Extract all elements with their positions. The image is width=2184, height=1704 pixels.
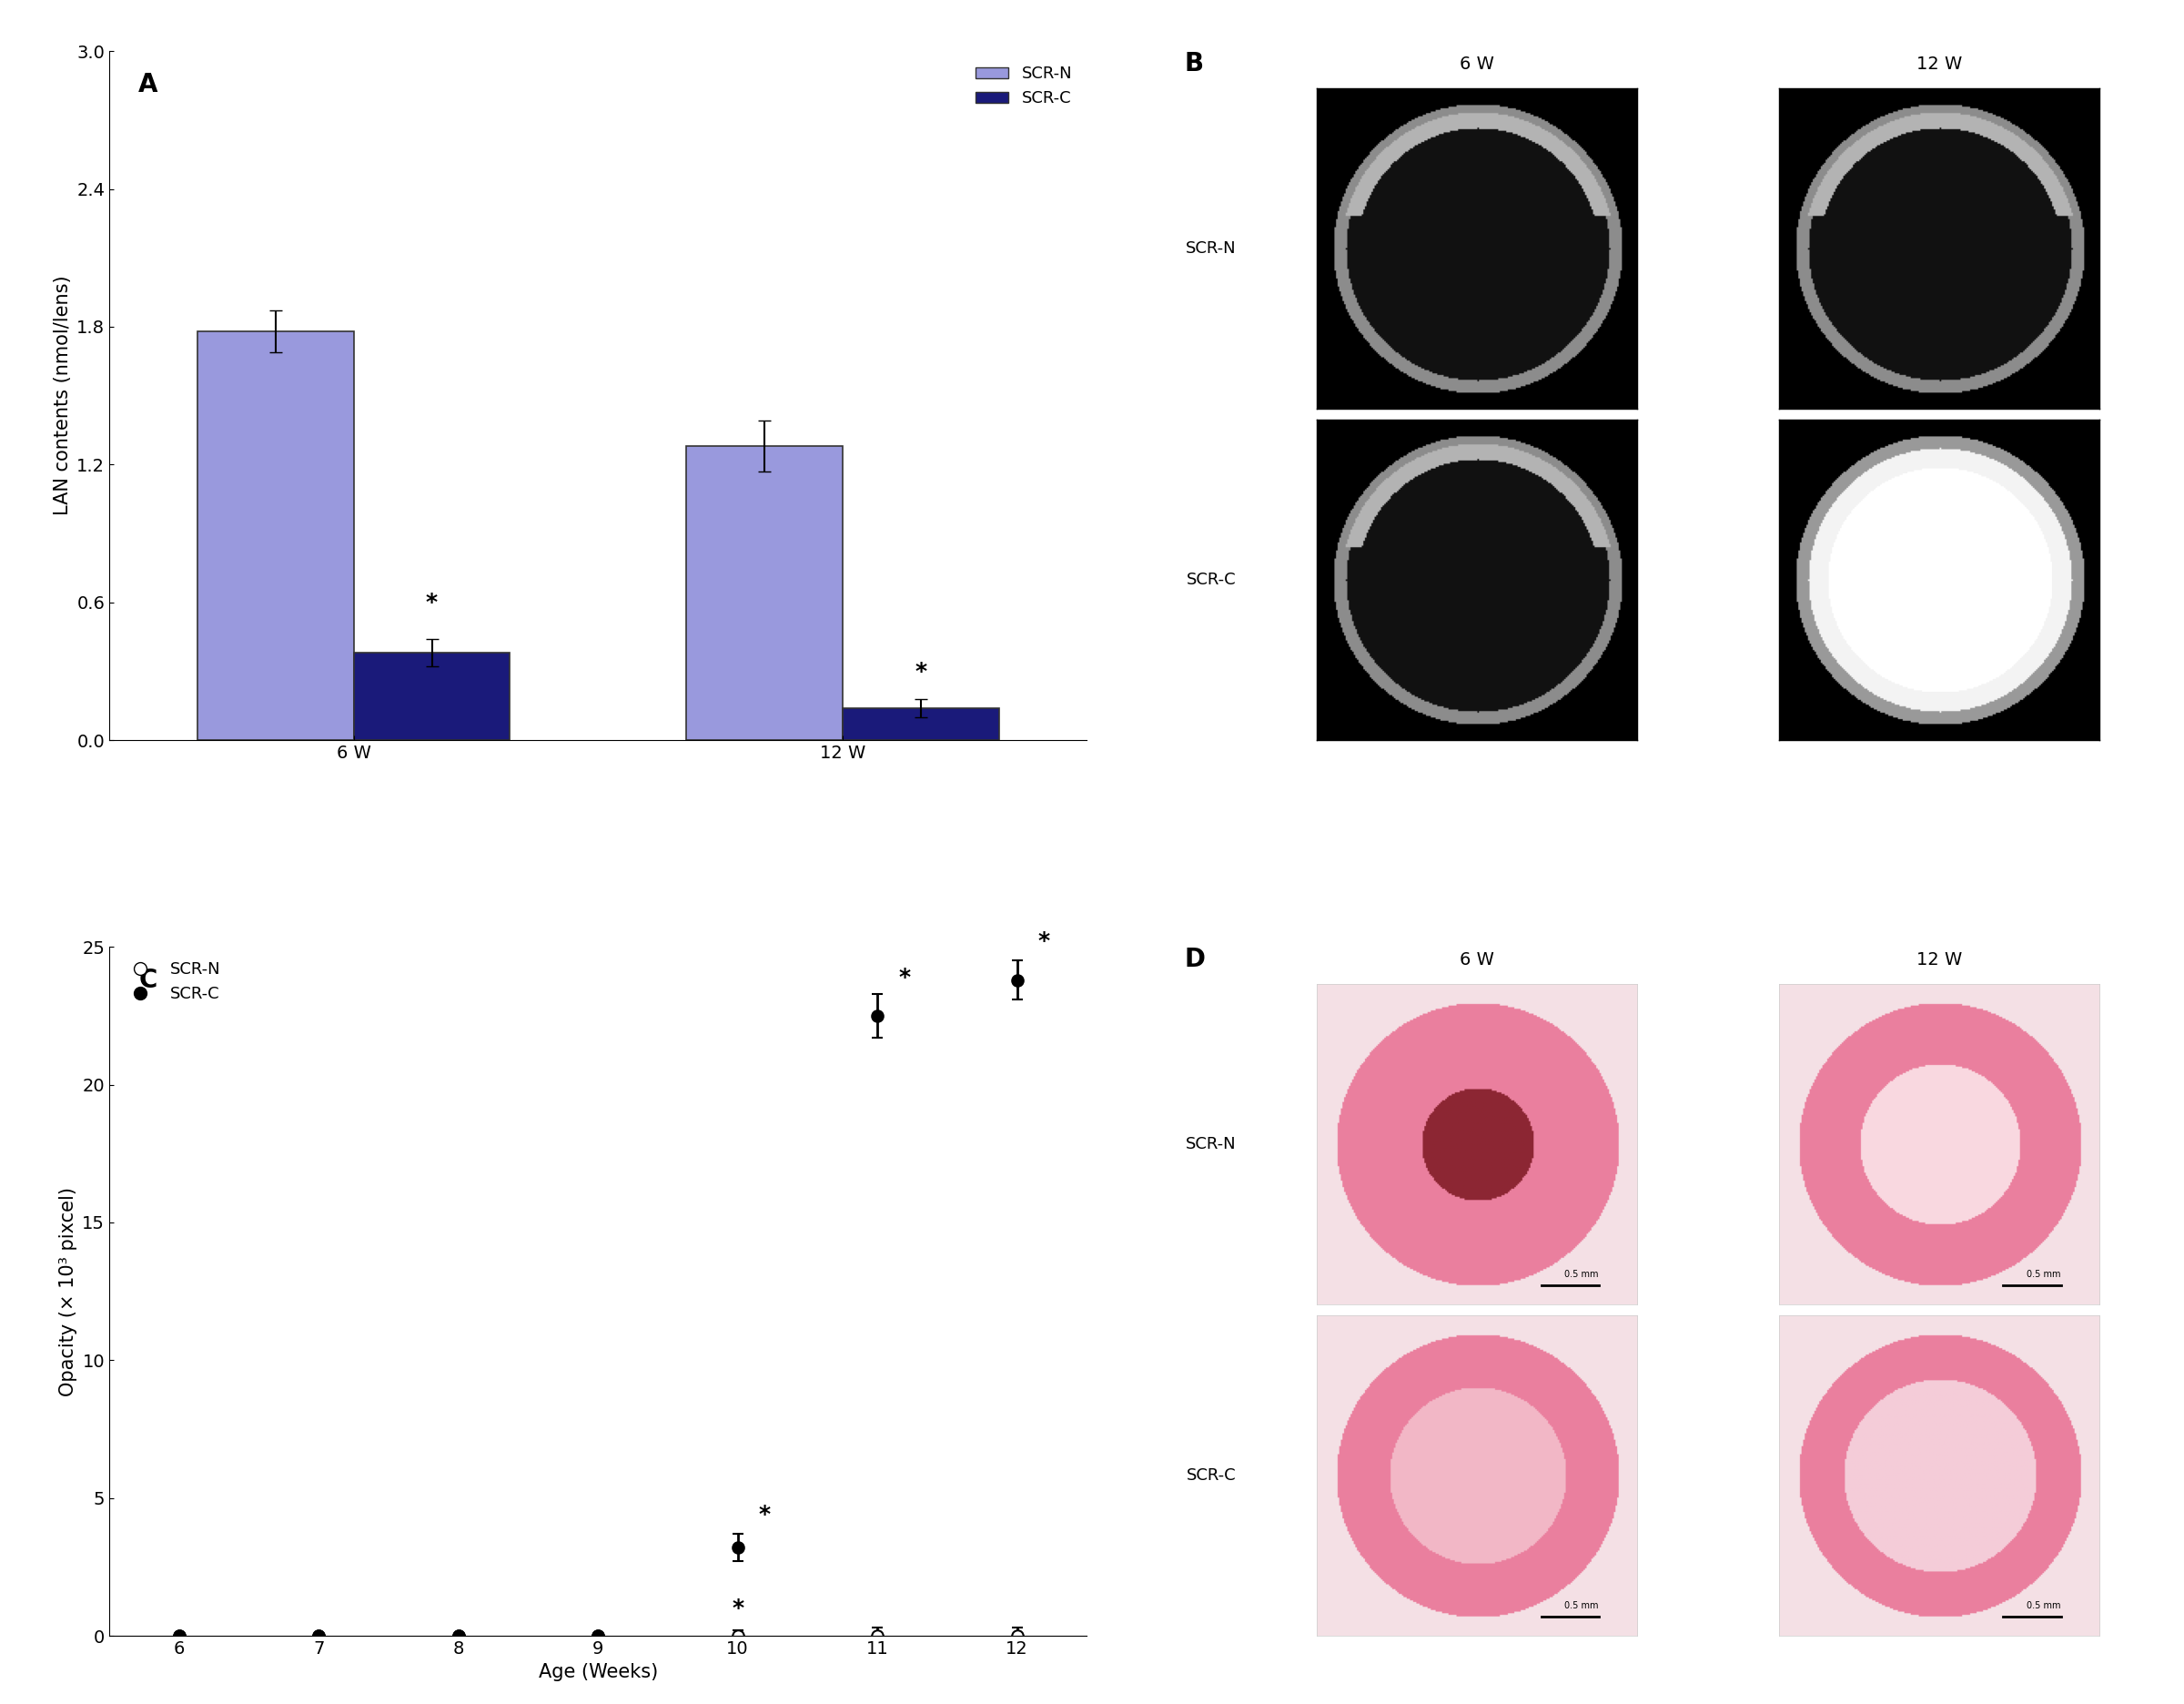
- Text: *: *: [1037, 930, 1051, 953]
- Text: 6 W: 6 W: [1459, 951, 1494, 968]
- Legend: SCR-N, SCR-C: SCR-N, SCR-C: [118, 954, 227, 1009]
- Legend: SCR-N, SCR-C: SCR-N, SCR-C: [970, 60, 1079, 114]
- Bar: [354, 653, 511, 740]
- Text: *: *: [732, 1597, 743, 1619]
- Y-axis label: Opacity (× 10³ pixcel): Opacity (× 10³ pixcel): [59, 1186, 76, 1396]
- Bar: [843, 707, 998, 740]
- Text: 0.5 mm: 0.5 mm: [2027, 1602, 2062, 1610]
- Text: 12 W: 12 W: [1915, 55, 1961, 73]
- Text: 0.5 mm: 0.5 mm: [1564, 1602, 1599, 1610]
- Text: *: *: [915, 661, 926, 683]
- Text: 12 W: 12 W: [1915, 951, 1961, 968]
- Text: SCR-C: SCR-C: [1186, 1467, 1236, 1484]
- Text: B: B: [1184, 51, 1203, 77]
- Text: SCR-C: SCR-C: [1186, 571, 1236, 588]
- Text: A: A: [138, 72, 157, 97]
- Text: SCR-N: SCR-N: [1186, 240, 1236, 256]
- X-axis label: Age (Weeks): Age (Weeks): [537, 1663, 657, 1680]
- Text: 0.5 mm: 0.5 mm: [2027, 1269, 2062, 1278]
- Text: 0.5 mm: 0.5 mm: [1564, 1269, 1599, 1278]
- Text: *: *: [426, 591, 437, 613]
- Text: *: *: [898, 966, 911, 988]
- Text: 6 W: 6 W: [1459, 55, 1494, 73]
- Text: *: *: [758, 1503, 771, 1525]
- Bar: [686, 446, 843, 740]
- Bar: [197, 331, 354, 740]
- Text: D: D: [1184, 947, 1206, 973]
- Text: C: C: [138, 968, 157, 993]
- Text: SCR-N: SCR-N: [1186, 1135, 1236, 1152]
- Y-axis label: LAN contents (nmol/lens): LAN contents (nmol/lens): [52, 276, 72, 516]
